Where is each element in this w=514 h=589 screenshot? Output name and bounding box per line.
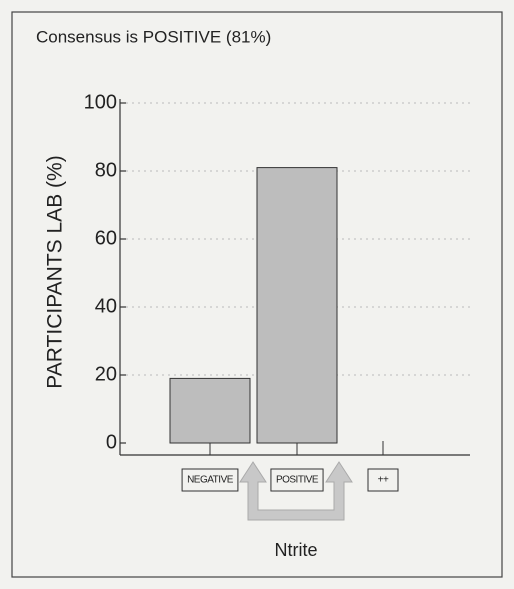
y-tick-label: 100 xyxy=(84,91,117,113)
bar xyxy=(169,377,251,444)
x-axis-label: Ntrite xyxy=(274,540,317,560)
y-tick-label: 80 xyxy=(95,159,117,181)
consensus-arrow xyxy=(239,461,353,521)
y-axis-label: PARTICIPANTS LAB (%) xyxy=(44,155,67,388)
plot-area: 0 20 40 60 80 100 NEGATIVE POSITIVE ++ xyxy=(84,91,470,492)
x-tick-label-box xyxy=(367,468,399,492)
x-tick-label-box xyxy=(270,468,324,492)
y-tick-label: 60 xyxy=(95,227,117,249)
x-tick-label: ++ xyxy=(378,475,389,486)
y-tick-label: 0 xyxy=(106,431,117,453)
chart-title: Consensus is POSITIVE (81%) xyxy=(36,27,271,46)
bar xyxy=(256,167,338,444)
x-tick-label: NEGATIVE xyxy=(187,475,234,486)
frame xyxy=(11,11,503,578)
y-tick-label: 20 xyxy=(95,363,117,385)
x-tick-label-box xyxy=(181,468,239,492)
x-tick-label: POSITIVE xyxy=(276,475,319,486)
y-tick-label: 40 xyxy=(95,295,117,317)
